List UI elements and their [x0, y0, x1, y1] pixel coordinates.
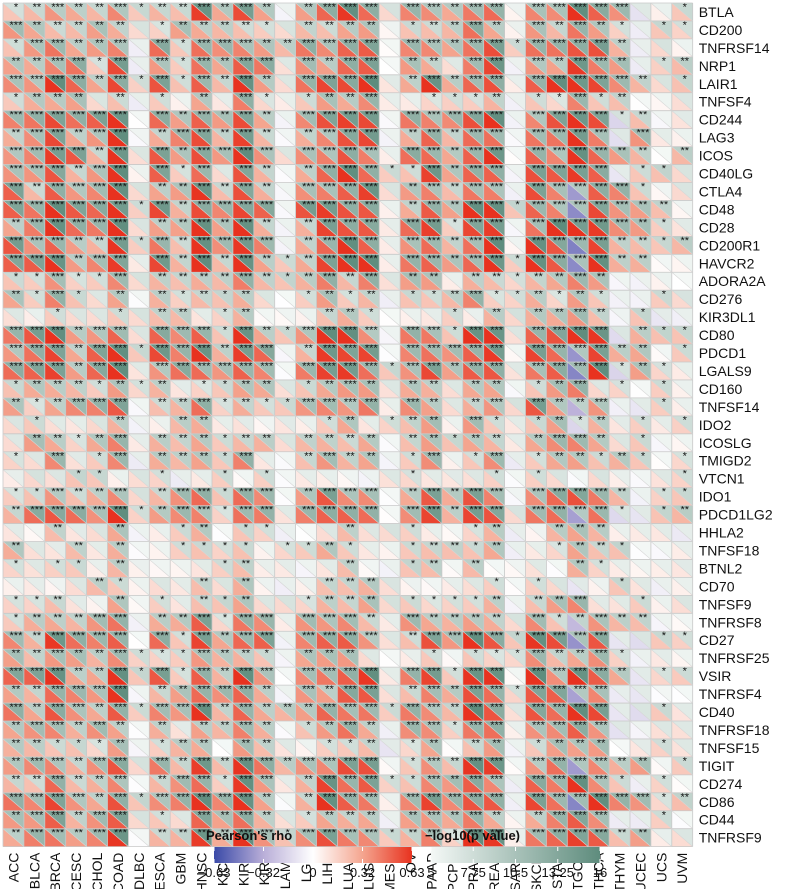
heatmap-svg: ****************************************… [0, 0, 800, 889]
heatmap-chart: ****************************************… [0, 0, 800, 889]
